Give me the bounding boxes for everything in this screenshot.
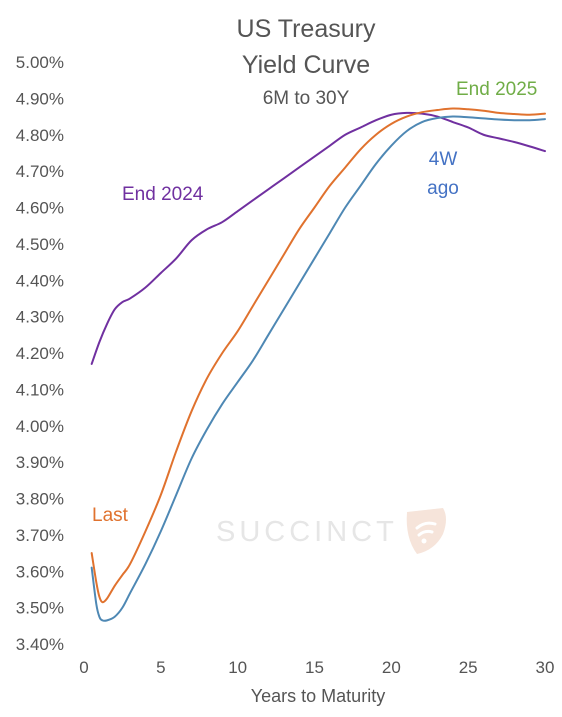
y-tick-label: 4.90% <box>16 89 64 108</box>
y-tick-label: 3.60% <box>16 562 64 581</box>
series-lines <box>90 107 546 622</box>
x-tick-label: 0 <box>79 658 88 677</box>
annotation-end-2024: End 2024 <box>122 184 204 205</box>
x-tick-label: 30 <box>536 658 555 677</box>
y-tick-label: 4.30% <box>16 308 64 327</box>
series-line-4w-ago <box>90 115 546 622</box>
series-line-last <box>90 107 546 604</box>
chart-subtitle: 6M to 30Y <box>263 88 350 109</box>
y-tick-label: 3.90% <box>16 453 64 472</box>
watermark-logo-icon <box>406 508 446 554</box>
x-axis-ticks: 0 5 10 15 20 25 30 <box>79 658 554 677</box>
y-tick-label: 4.60% <box>16 199 64 218</box>
y-tick-label: 3.50% <box>16 599 64 618</box>
x-tick-label: 25 <box>459 658 478 677</box>
y-tick-label: 4.70% <box>16 162 64 181</box>
y-tick-label: 5.00% <box>16 53 64 72</box>
watermark-text: SUCCINCT <box>216 516 398 548</box>
y-tick-label: 4.80% <box>16 126 64 145</box>
watermark: SUCCINCT <box>216 508 446 554</box>
y-tick-label: 4.10% <box>16 380 64 399</box>
annotation-4w-ago-line-2: ago <box>427 178 459 199</box>
y-axis-ticks: 3.40% 3.50% 3.60% 3.70% 3.80% 3.90% 4.00% 4.10%… <box>16 53 64 654</box>
x-tick-label: 5 <box>156 658 165 677</box>
chart-title-line-2: Yield Curve <box>242 51 370 79</box>
chart-title-line-1: US Treasury <box>237 15 376 43</box>
x-tick-label: 15 <box>305 658 324 677</box>
y-tick-label: 4.20% <box>16 344 64 363</box>
y-tick-label: 4.50% <box>16 235 64 254</box>
annotation-last: Last <box>92 505 129 526</box>
y-tick-label: 3.40% <box>16 635 64 654</box>
x-tick-label: 10 <box>228 658 247 677</box>
annotation-end-2025: End 2025 <box>456 79 537 100</box>
annotation-4w-ago-line-1: 4W <box>429 149 458 170</box>
x-tick-label: 20 <box>382 658 401 677</box>
y-tick-label: 4.00% <box>16 417 64 436</box>
x-axis-label: Years to Maturity <box>251 686 385 706</box>
y-tick-label: 3.80% <box>16 490 64 509</box>
y-tick-label: 4.40% <box>16 271 64 290</box>
y-tick-label: 3.70% <box>16 526 64 545</box>
series-line-end-2024 <box>90 111 546 365</box>
